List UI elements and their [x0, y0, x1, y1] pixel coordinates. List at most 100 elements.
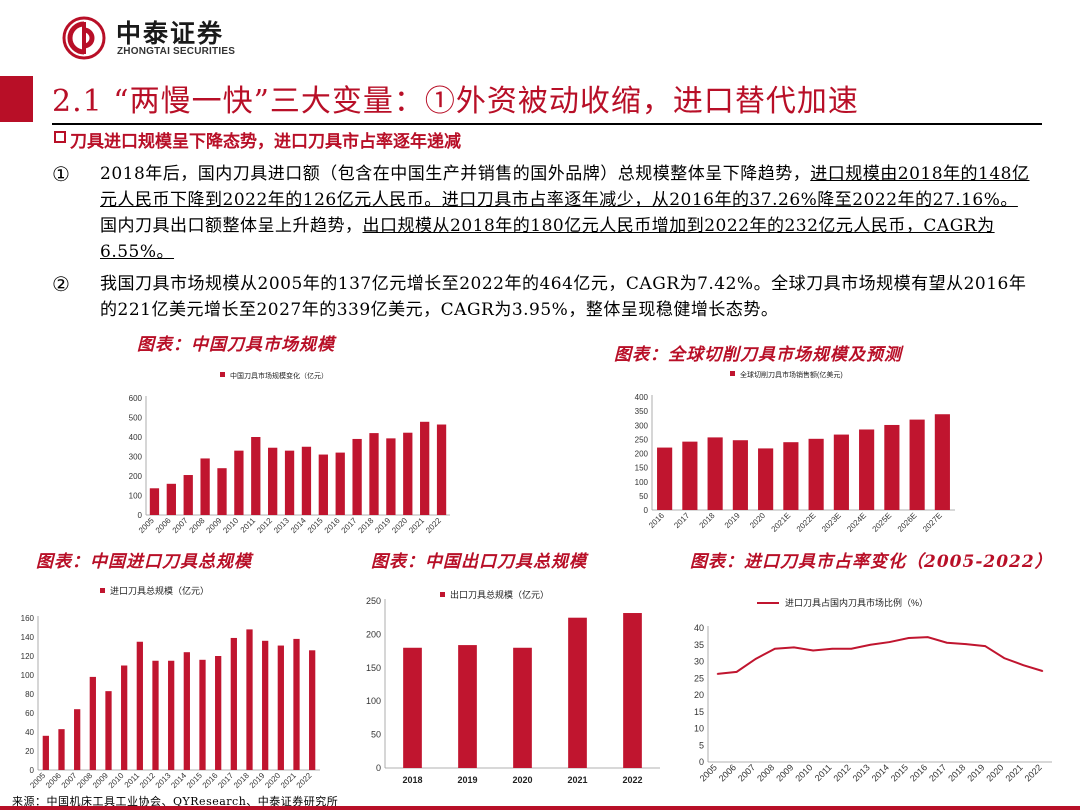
data-point — [831, 647, 834, 650]
bar — [200, 458, 210, 515]
x-tick-label: 2024E — [845, 511, 868, 534]
chart-export-scale: 出口刀具总规模（亿元） 0 50 100 150 200 250 2018 2019 2020 20… — [366, 589, 660, 785]
y-tick-label: 100 — [366, 696, 381, 706]
y-tick-label: 50 — [371, 730, 381, 740]
legend-swatch — [220, 372, 225, 377]
legend-swatch — [100, 588, 105, 593]
x-tick-label: 2014 — [169, 771, 188, 790]
x-tick-label: 2011 — [239, 516, 258, 535]
bar — [217, 468, 227, 515]
bar — [682, 441, 698, 510]
y-tick-label: 100 — [129, 492, 143, 501]
x-tick-label: 2014 — [289, 516, 308, 535]
data-point — [1022, 664, 1025, 666]
x-tick-label: 2018 — [402, 775, 422, 785]
bar — [74, 709, 81, 770]
x-tick-label: 2010 — [793, 762, 814, 783]
x-tick-label: 2010 — [221, 516, 240, 535]
y-tick-label: 150 — [366, 663, 381, 673]
bar — [436, 424, 447, 515]
bar — [268, 447, 278, 515]
y-tick-label: 60 — [25, 709, 34, 718]
bar — [568, 617, 587, 768]
bullet-marker-2: ② — [52, 272, 70, 296]
x-tick-label: 2006 — [154, 516, 173, 535]
y-tick-label: 100 — [21, 671, 35, 680]
x-tick-label: 2016 — [323, 516, 342, 535]
x-tick-label: 2008 — [755, 762, 776, 783]
caption-export-scale: 图表：中国出口刀具总规模 — [371, 552, 587, 572]
data-point — [850, 647, 853, 650]
x-tick-label: 2010 — [107, 771, 126, 790]
data-point — [1003, 657, 1006, 659]
y-tick-label: 10 — [694, 724, 704, 734]
legend-label: 中国刀具市场规模变化（亿元） — [230, 371, 328, 380]
bar — [808, 438, 824, 510]
source-note: 来源：中国机床工具工业协会、QYResearch、中泰证券研究所 — [12, 795, 339, 808]
data-point — [774, 647, 776, 650]
x-tick-label: 2027E — [921, 511, 944, 534]
y-tick-label: 200 — [366, 629, 381, 639]
bar — [136, 641, 143, 770]
paragraph-segment: 2018年后，国内刀具进口额（包含在中国生产并销售的国外品牌）总规模整体呈下降趋… — [100, 164, 811, 184]
y-tick-label: 0 — [376, 763, 381, 773]
legend-swatch — [730, 371, 735, 376]
bar — [403, 647, 422, 768]
x-tick-label: 2021 — [1004, 762, 1025, 783]
y-tick-label: 200 — [635, 450, 649, 459]
x-tick-label: 2009 — [91, 771, 110, 790]
x-tick-label: 2011 — [123, 771, 142, 790]
x-tick-label: 2023E — [820, 511, 843, 534]
x-tick-label: 2015 — [185, 771, 204, 790]
bar — [199, 659, 206, 770]
bar — [58, 729, 65, 770]
title-divider — [52, 123, 1042, 125]
x-tick-label: 2022 — [424, 516, 443, 535]
x-tick-label: 2017 — [927, 762, 948, 783]
bar — [42, 735, 49, 770]
y-tick-label: 140 — [21, 633, 35, 642]
legend-swatch — [440, 592, 445, 597]
bar — [732, 440, 748, 510]
legend-label: 进口刀具占国内刀具市场比例（%） — [785, 597, 928, 608]
data-point — [965, 643, 967, 645]
bar — [230, 637, 237, 770]
bar — [183, 652, 190, 770]
y-tick-label: 50 — [639, 492, 648, 501]
y-tick-label: 300 — [635, 421, 649, 430]
chart-global-market: 全球切削刀具市场销售额(亿美元) 0 50 100 150 200 250 300 350 400… — [635, 370, 955, 534]
zhongtai-logo-icon — [62, 16, 106, 60]
x-tick-label: 2019 — [723, 511, 742, 530]
bar — [246, 629, 253, 770]
y-tick-label: 40 — [694, 623, 704, 633]
legend-label: 出口刀具总规模（亿元） — [450, 589, 549, 600]
data-point — [735, 671, 738, 673]
bar — [121, 665, 128, 770]
bar — [335, 452, 345, 515]
y-tick-label: 300 — [129, 453, 143, 462]
y-tick-label: 250 — [366, 596, 381, 606]
y-tick-label: 0 — [138, 511, 143, 520]
x-tick-label: 2006 — [44, 771, 63, 790]
bar — [758, 448, 774, 510]
paragraph-segment: 进口刀具市占率逐年减少，从2016年的37.26%降至2022年的27.16%。 — [441, 190, 1018, 210]
x-tick-label: 2009 — [204, 516, 223, 535]
bar — [149, 488, 160, 515]
data-point — [793, 646, 795, 649]
bar — [234, 450, 244, 515]
x-tick-label: 2018 — [946, 762, 967, 783]
chart-import-share: 进口刀具占国内刀具市场比例（%）051015202530354020052006… — [694, 597, 1052, 784]
y-tick-label: 15 — [694, 707, 704, 717]
chart-import-scale: 进口刀具总规模（亿元）02040608010012014016020052006… — [21, 585, 320, 790]
x-tick-label: 2012 — [832, 762, 853, 783]
x-tick-label: 2019 — [373, 516, 392, 535]
bar — [783, 442, 799, 510]
caption-import-scale: 图表：中国进口刀具总规模 — [36, 552, 252, 572]
y-tick-label: 0 — [699, 757, 704, 767]
bar — [89, 676, 96, 770]
x-tick-label: 2013 — [851, 762, 872, 783]
x-tick-label: 2006 — [717, 762, 738, 783]
caption-global-market: 图表：全球切削刀具市场规模及预测 — [614, 345, 902, 365]
y-tick-label: 25 — [694, 673, 704, 683]
x-tick-label: 2014 — [870, 762, 891, 783]
